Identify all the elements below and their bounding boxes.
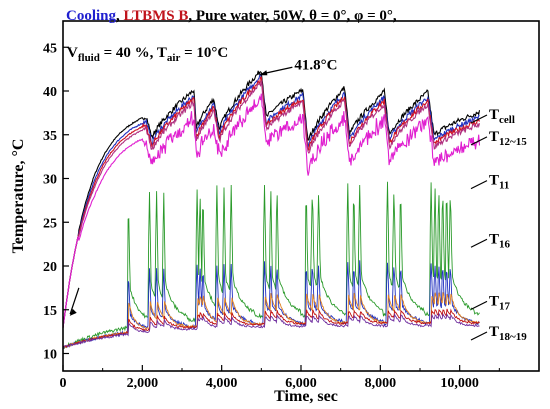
y-tick-label: 40 — [43, 85, 57, 100]
y-tick-label: 15 — [43, 304, 57, 319]
series-label-arrow — [470, 136, 488, 146]
x-tick-label: 0 — [60, 376, 67, 391]
tick-layer: 0 2,000 4,000 6,000 8,000 10,000 10 15 20 25 30 35 4… — [43, 41, 500, 391]
x-tick-label: 8,000 — [365, 376, 397, 391]
y-tick-label: 35 — [43, 129, 57, 144]
x-tick-label: 10,000 — [440, 376, 479, 391]
x-tick-label: 2,000 — [127, 376, 159, 391]
y-tick-label: 30 — [43, 173, 57, 188]
y-tick-label: 10 — [43, 348, 57, 363]
series-line-t_16 — [62, 181, 480, 349]
peak-arrowhead — [259, 70, 268, 76]
y-tick-label: 25 — [43, 216, 57, 231]
series-line-t_11 — [62, 93, 481, 328]
annotation-layer: 41.8°C Tcell T12~15 T11 T16 T17 T18~19 — [69, 57, 527, 343]
x-tick-label: 6,000 — [285, 376, 317, 391]
y-tick-label: 20 — [43, 260, 57, 275]
series-line-t_17 — [62, 292, 480, 349]
series-label-t_17: T17 — [489, 293, 511, 312]
series-label-arrow — [470, 238, 488, 248]
series-line-t_12_15_b — [62, 76, 481, 328]
series-line-t_12_15_a — [62, 73, 480, 328]
series-label-t_18: T18~19 — [489, 324, 527, 343]
series-line-t_19 — [62, 312, 480, 350]
conditions-label: Vfluid = 40 %, Tair = 10°C — [67, 45, 228, 64]
x-tick-label: 4,000 — [206, 376, 238, 391]
series-line-t_cell — [62, 70, 481, 328]
series-line-t_18 — [62, 308, 480, 349]
series-label-arrow — [470, 331, 488, 341]
peak-label: 41.8°C — [294, 57, 337, 73]
series-label-t_12_15_a: T12~15 — [489, 129, 527, 148]
header-cooling: Cooling — [66, 8, 117, 24]
series-label-arrow — [470, 300, 488, 310]
series-label-arrow — [470, 114, 488, 124]
series-label-t_11: T11 — [489, 173, 509, 192]
series-layer — [62, 70, 481, 350]
y-tick-label: 45 — [43, 41, 57, 56]
series-line-t_12_15_c — [62, 80, 481, 328]
series-label-t_16: T16 — [489, 231, 511, 250]
series-label-t_cell: Tcell — [489, 107, 515, 126]
header-ltbms: LTBMS B — [124, 8, 189, 24]
plot-frame — [62, 20, 540, 372]
y-axis-title: Temperature, °C — [10, 139, 27, 254]
x-axis-title: Time, sec — [274, 388, 338, 405]
header-conditions: , Pure water, 50W, θ = 0°, φ = 0°, — [188, 8, 396, 24]
start-arrowhead — [69, 308, 77, 316]
chart-header: Cooling, LTBMS B, Pure water, 50W, θ = 0… — [66, 8, 397, 24]
start-arrow — [69, 287, 80, 315]
series-label-arrow — [470, 180, 488, 190]
